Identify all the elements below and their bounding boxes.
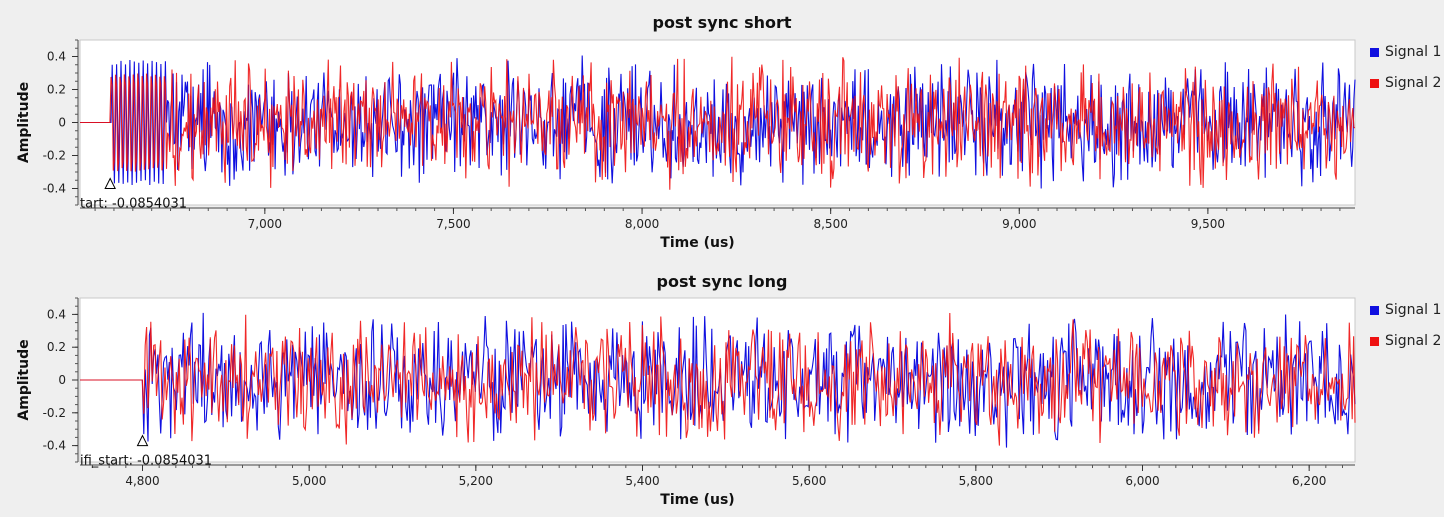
series-line-signal-1 — [80, 312, 1356, 448]
x-tick-label: 4,800 — [125, 474, 159, 488]
legend-item-signal-2[interactable]: Signal 2 — [1370, 75, 1441, 91]
marker-triangle — [136, 434, 149, 447]
x-tick-label: 5,800 — [959, 474, 993, 488]
legend-label: Signal 1 — [1385, 302, 1442, 318]
y-tick-label: -0.2 — [43, 149, 66, 163]
chart-title-short: post sync short — [652, 13, 792, 32]
y-tick-label: -0.4 — [43, 182, 66, 196]
chart-title-long: post sync long — [656, 272, 788, 291]
y-tick-label: 0.4 — [47, 50, 66, 64]
plot-area — [79, 297, 1356, 463]
y-tick-label: 0.2 — [47, 340, 66, 354]
x-tick-label: 7,000 — [248, 217, 282, 231]
x-tick-label: 5,200 — [459, 474, 493, 488]
x-axis-label: Time (us) — [660, 492, 734, 508]
y-tick-label: 0 — [58, 116, 66, 130]
x-tick-label: 6,000 — [1125, 474, 1159, 488]
marker-label: ifi_start: -0.0854031 — [80, 454, 212, 469]
legend-label: Signal 2 — [1385, 333, 1442, 349]
series-line-signal-2 — [80, 312, 1356, 446]
y-tick-label: 0.4 — [47, 307, 66, 321]
y-tick-label: 0 — [58, 373, 66, 387]
x-tick-label: 8,000 — [625, 217, 659, 231]
y-tick-label: 0.2 — [47, 83, 66, 97]
x-tick-label: 7,500 — [436, 217, 470, 231]
chart-short[interactable]: 0.4 0.2 0 -0.2 -0.4 Amplitude 7,000 7,500 8,000 8… — [0, 0, 1444, 260]
x-tick-label: 5,400 — [625, 474, 659, 488]
legend-item-signal-2[interactable]: Signal 2 — [1370, 333, 1441, 349]
legend-item-signal-1[interactable]: Signal 1 — [1370, 44, 1441, 60]
y-tick-label: -0.2 — [43, 406, 66, 420]
x-tick-label: 5,000 — [292, 474, 326, 488]
legend-item-signal-1[interactable]: Signal 1 — [1370, 302, 1441, 318]
x-tick-label: 6,200 — [1292, 474, 1326, 488]
legend-label: Signal 1 — [1385, 44, 1442, 60]
legend-swatch — [1370, 78, 1379, 88]
y-axis-label: Amplitude — [16, 82, 32, 163]
marker-label: tart: -0.0854031 — [80, 197, 187, 212]
y-tick-label: -0.4 — [43, 439, 66, 453]
x-axis-label: Time (us) — [660, 235, 734, 251]
legend-swatch — [1370, 47, 1379, 57]
x-tick-label: 9,000 — [1002, 217, 1036, 231]
x-tick-label: 9,500 — [1191, 217, 1225, 231]
legend-swatch — [1370, 305, 1379, 315]
legend-swatch — [1370, 336, 1379, 346]
x-tick-label: 5,600 — [792, 474, 826, 488]
series-line-signal-2 — [80, 56, 1356, 190]
legend-label: Signal 2 — [1385, 75, 1442, 91]
y-axis-label: Amplitude — [16, 339, 32, 420]
x-tick-label: 8,500 — [813, 217, 847, 231]
marker-triangle — [104, 177, 116, 189]
